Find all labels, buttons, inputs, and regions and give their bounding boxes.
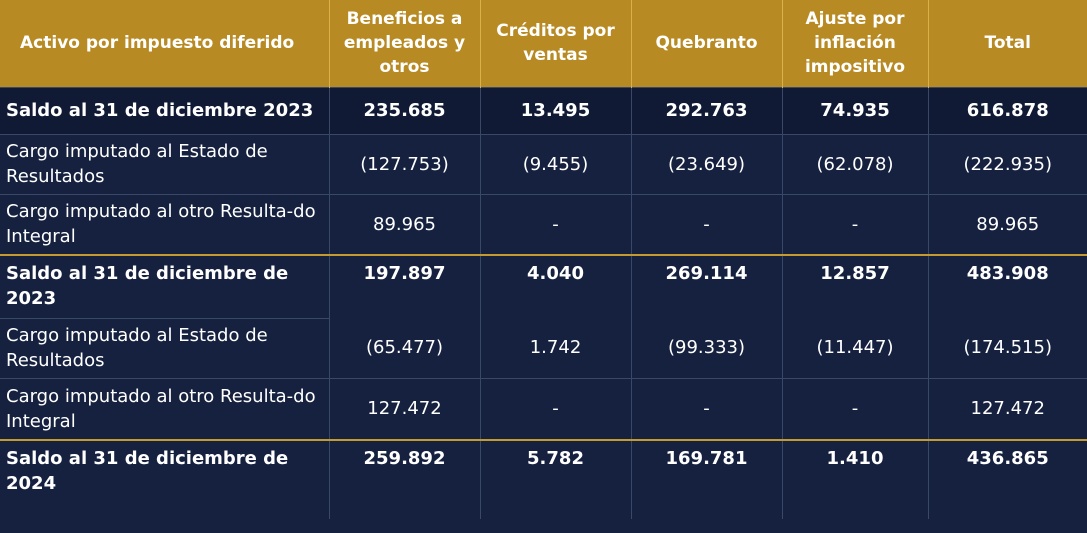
cell-value: 436.865 <box>928 439 1087 519</box>
header-quebranto: Quebranto <box>631 0 783 87</box>
cell-value: (11.447) <box>782 318 929 378</box>
header-total: Total <box>928 0 1087 87</box>
row-label: Cargo imputado al Estado de Resultados <box>0 133 330 194</box>
deferred-tax-table: Activo por impuesto diferido Beneficios … <box>0 0 1087 519</box>
cell-value: 4.040 <box>480 254 632 318</box>
table-row: Cargo imputado al otro Resulta-do Integr… <box>0 193 1087 255</box>
row-label: Cargo imputado al otro Resulta-do Integr… <box>0 193 330 255</box>
cell-value: - <box>782 377 929 440</box>
cell-value: 197.897 <box>329 254 481 318</box>
cell-value: 13.495 <box>480 86 632 134</box>
cell-value: (23.649) <box>631 133 783 194</box>
header-creditos: Créditos por ventas <box>480 0 632 87</box>
cell-value: 5.782 <box>480 439 632 519</box>
row-label: Cargo imputado al otro Resulta-do Integr… <box>0 377 330 440</box>
table-row: Saldo al 31 de diciembre de 2024 259.892… <box>0 439 1087 519</box>
table-row: Saldo al 31 de diciembre de 2023 197.897… <box>0 254 1087 319</box>
table-row: Saldo al 31 de diciembre 2023 235.685 13… <box>0 86 1087 134</box>
table-row: Cargo imputado al Estado de Resultados (… <box>0 318 1087 378</box>
cell-value: 1.742 <box>480 318 632 378</box>
header-activo: Activo por impuesto diferido <box>0 0 330 87</box>
row-label: Cargo imputado al Estado de Resultados <box>0 318 330 378</box>
cell-value: 292.763 <box>631 86 783 134</box>
cell-value: - <box>631 377 783 440</box>
table-header-row: Activo por impuesto diferido Beneficios … <box>0 0 1087 87</box>
cell-value: 89.965 <box>329 193 481 255</box>
cell-value: (9.455) <box>480 133 632 194</box>
cell-value: 169.781 <box>631 439 783 519</box>
cell-value: - <box>480 377 632 440</box>
cell-value: 74.935 <box>782 86 929 134</box>
cell-value: 127.472 <box>928 377 1087 440</box>
cell-value: (99.333) <box>631 318 783 378</box>
row-label: Saldo al 31 de diciembre de 2024 <box>0 439 330 519</box>
cell-value: 259.892 <box>329 439 481 519</box>
cell-value: (127.753) <box>329 133 481 194</box>
header-ajuste: Ajuste por inflación impositivo <box>782 0 929 87</box>
cell-value: (65.477) <box>329 318 481 378</box>
cell-value: (62.078) <box>782 133 929 194</box>
cell-value: - <box>782 193 929 255</box>
row-label: Saldo al 31 de diciembre de 2023 <box>0 254 330 319</box>
cell-value: (174.515) <box>963 337 1052 359</box>
cell-value: 12.857 <box>782 254 929 318</box>
table-row: Cargo imputado al otro Resulta-do Integr… <box>0 377 1087 440</box>
cell-value: 235.685 <box>329 86 481 134</box>
cell-value: 89.965 <box>928 193 1087 255</box>
header-beneficios: Beneficios a empleados y otros <box>329 0 481 87</box>
row-label: Saldo al 31 de diciembre 2023 <box>0 86 330 134</box>
cell-value: 269.114 <box>631 254 783 318</box>
cell-value: - <box>631 193 783 255</box>
cell-value: (222.935) <box>928 133 1087 194</box>
cell-value: 483.908 <box>928 254 1087 318</box>
cell-value: 616.878 <box>928 86 1087 134</box>
cell-value: - <box>480 193 632 255</box>
cell-value: 1.410 <box>782 439 929 519</box>
cell-value: 127.472 <box>329 377 481 440</box>
table-row: Cargo imputado al Estado de Resultados (… <box>0 133 1087 194</box>
